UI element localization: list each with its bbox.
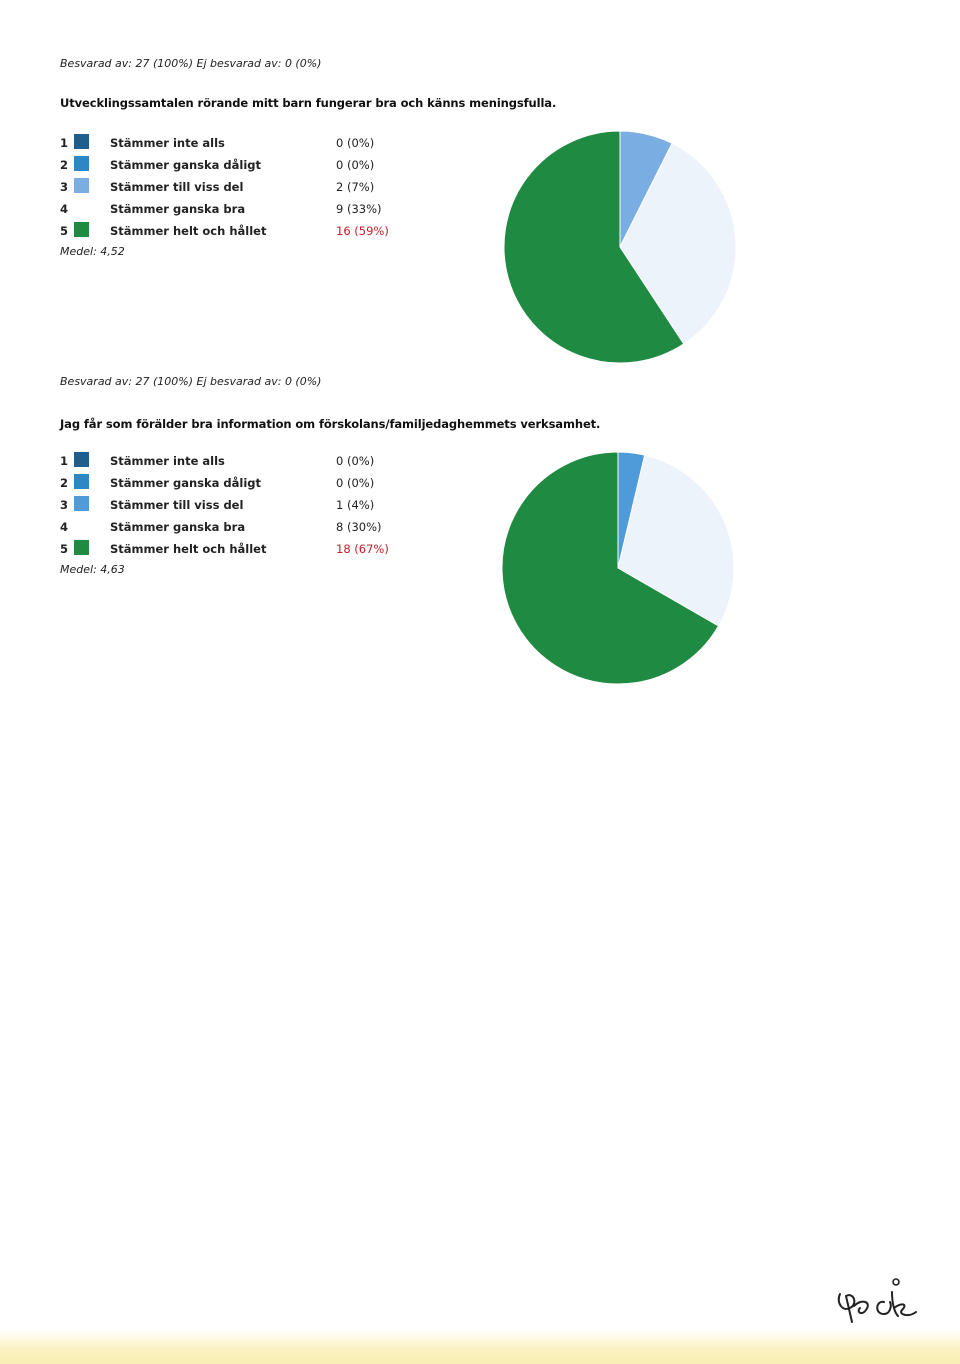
- legend-count: 1 (4%): [336, 498, 375, 512]
- legend-label: Stämmer ganska bra: [110, 202, 246, 216]
- legend-row: 4 Stämmer ganska bra 9 (33%): [60, 199, 420, 221]
- legend-count: 8 (30%): [336, 520, 382, 534]
- pie-chart-1: [503, 130, 737, 364]
- mean-value: Medel: 4,52: [60, 245, 125, 258]
- legend-number: 4: [60, 202, 69, 216]
- mean-value: Medel: 4,63: [60, 563, 125, 576]
- legend-row: 3 Stämmer till viss del 2 (7%): [60, 177, 420, 199]
- legend-label: Stämmer inte alls: [110, 454, 225, 468]
- pie-chart-2: [501, 451, 735, 685]
- legend-number: 3: [60, 180, 69, 194]
- legend-count: 0 (0%): [336, 158, 375, 172]
- legend-row: 5 Stämmer helt och hållet 18 (67%): [60, 539, 420, 561]
- legend-row: 2 Stämmer ganska dåligt 0 (0%): [60, 155, 420, 177]
- legend-count: 0 (0%): [336, 476, 375, 490]
- legend-row: 2 Stämmer ganska dåligt 0 (0%): [60, 473, 420, 495]
- legend-swatch: [74, 452, 89, 467]
- legend-label: Stämmer till viss del: [110, 180, 244, 194]
- legend-row: 1 Stämmer inte alls 0 (0%): [60, 133, 420, 155]
- pie-slice-5: [503, 130, 685, 364]
- legend-label: Stämmer ganska dåligt: [110, 158, 262, 172]
- legend-label: Stämmer helt och hållet: [110, 224, 267, 238]
- legend-number: 1: [60, 136, 69, 150]
- legend-number: 2: [60, 158, 69, 172]
- legend-number: 5: [60, 224, 69, 238]
- question-title: Jag får som förälder bra information om …: [60, 417, 601, 431]
- legend-count: 16 (59%): [336, 224, 389, 238]
- legend-count: 2 (7%): [336, 180, 375, 194]
- response-count: Besvarad av: 27 (100%) Ej besvarad av: 0…: [60, 375, 322, 388]
- legend-number: 3: [60, 498, 69, 512]
- legend-swatch: [74, 474, 89, 489]
- legend-number: 2: [60, 476, 69, 490]
- legend-swatch: [74, 518, 89, 533]
- legend-row: 1 Stämmer inte alls 0 (0%): [60, 451, 420, 473]
- pie-slice-5: [501, 451, 720, 685]
- legend-count: 9 (33%): [336, 202, 382, 216]
- legend-count: 0 (0%): [336, 454, 375, 468]
- legend-number: 5: [60, 542, 69, 556]
- legend-swatch: [74, 540, 89, 555]
- scan-edge: [0, 1330, 960, 1364]
- legend-swatch: [74, 178, 89, 193]
- legend-swatch: [74, 134, 89, 149]
- handwritten-signature: [837, 1278, 917, 1323]
- legend-number: 1: [60, 454, 69, 468]
- legend-label: Stämmer helt och hållet: [110, 542, 267, 556]
- legend-label: Stämmer till viss del: [110, 498, 244, 512]
- question-title: Utvecklingssamtalen rörande mitt barn fu…: [60, 96, 557, 110]
- legend-swatch: [74, 200, 89, 215]
- legend-swatch: [74, 496, 89, 511]
- legend-row: 4 Stämmer ganska bra 8 (30%): [60, 517, 420, 539]
- legend-count: 18 (67%): [336, 542, 389, 556]
- legend-label: Stämmer ganska bra: [110, 520, 246, 534]
- legend-row: 5 Stämmer helt och hållet 16 (59%): [60, 221, 420, 243]
- legend-count: 0 (0%): [336, 136, 375, 150]
- legend-swatch: [74, 222, 89, 237]
- pie-slice-4: [617, 454, 735, 627]
- legend-number: 4: [60, 520, 69, 534]
- legend-label: Stämmer ganska dåligt: [110, 476, 262, 490]
- legend-label: Stämmer inte alls: [110, 136, 225, 150]
- pie-slice-4: [619, 142, 737, 345]
- legend-row: 3 Stämmer till viss del 1 (4%): [60, 495, 420, 517]
- response-count: Besvarad av: 27 (100%) Ej besvarad av: 0…: [60, 57, 322, 70]
- legend-swatch: [74, 156, 89, 171]
